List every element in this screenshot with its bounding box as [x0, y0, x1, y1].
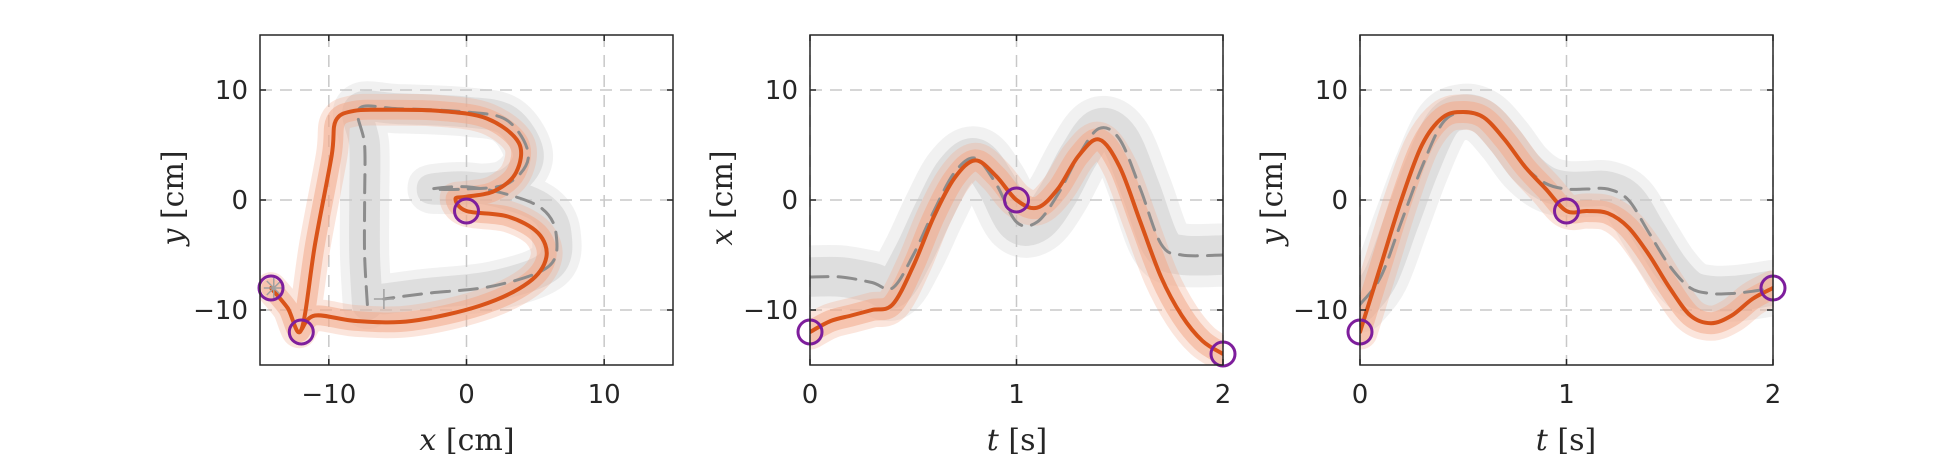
panel-3-demo-line: [1360, 110, 1773, 306]
panel-1: −10 0 10 −10 0 10 x [cm] y [cm]: [156, 34, 674, 458]
panel-1-ytick-label: 10: [215, 76, 248, 106]
panel-2-yvar: x: [705, 229, 740, 246]
panel-2-xunit: [s]: [1008, 423, 1047, 458]
panel-2-ytick-label: 10: [765, 76, 798, 106]
panel-2-xvar: t: [987, 423, 1000, 458]
panel-1-ytick-label: 0: [231, 186, 248, 216]
panel-3-ytick-label: 10: [1315, 76, 1348, 106]
panel-1-plot: −10 0 10 −10 0 10: [193, 34, 674, 410]
panel-1-series-group: [260, 81, 582, 349]
panel-1-via-point: [453, 197, 480, 225]
panel-2: 0 1 2 −10 0 10 t [s] x [cm]: [705, 34, 1237, 458]
panel-3-xlabel: t [s]: [1536, 423, 1596, 458]
panel-3-series-group: [1360, 83, 1773, 350]
panel-2-demo-line: [810, 126, 1223, 291]
panel-3: 0 1 2 −10 0 10 t [s] y [cm]: [1255, 34, 1787, 458]
panel-1-plus-marker: [373, 289, 394, 309]
panel-3-xtick-label: 2: [1765, 380, 1782, 410]
panel-1-via-point: [257, 274, 285, 302]
panel-1-yunit: [cm]: [156, 150, 191, 219]
panel-2-series-group: [810, 96, 1223, 365]
panel-2-model-line: [810, 137, 1223, 356]
panel-2-xtick-label: 1: [1008, 380, 1025, 410]
panel-3-xtick-label: 1: [1558, 380, 1575, 410]
panel-1-yvar: y: [156, 228, 191, 248]
panel-2-xtick-label: 2: [1215, 380, 1232, 410]
panel-3-ylabel: y [cm]: [1255, 150, 1290, 247]
panel-2-plot: 0 1 2 −10 0 10: [743, 34, 1237, 410]
panel-2-yunit: [cm]: [705, 150, 740, 219]
panel-3-model-line: [1360, 110, 1773, 334]
panel-3-yunit: [cm]: [1255, 150, 1290, 219]
panel-2-xlabel: t [s]: [987, 423, 1047, 458]
panel-2-via-point: [1003, 186, 1030, 214]
panel-2-ytick-label: 0: [781, 186, 798, 216]
panel-1-demo-line: [356, 104, 559, 306]
panel-1-xtick-label: 0: [458, 380, 475, 410]
panel-1-xtick-label: 10: [588, 380, 621, 410]
panel-3-ytick-label: −10: [1293, 296, 1348, 326]
panel-3-yvar: y: [1255, 228, 1290, 248]
panel-1-star-marker: [263, 278, 284, 298]
panel-1-ylabel: y [cm]: [156, 150, 191, 247]
panel-3-xvar: t: [1536, 423, 1549, 458]
panel-1-xvar: x: [419, 423, 436, 458]
panel-1-xunit: [cm]: [446, 423, 515, 458]
panel-1-via-point: [287, 318, 315, 346]
panel-1-model-line: [269, 107, 549, 335]
panel-3-plot: 0 1 2 −10 0 10: [1293, 34, 1787, 410]
panel-2-ytick-label: −10: [743, 296, 798, 326]
panel-1-ytick-label: −10: [193, 296, 248, 326]
panel-2-xtick-label: 0: [802, 380, 819, 410]
panel-3-via-point: [1553, 197, 1580, 225]
panel-1-xlabel: x [cm]: [419, 423, 514, 458]
panel-3-ytick-label: 0: [1331, 186, 1348, 216]
panel-3-xtick-label: 0: [1352, 380, 1369, 410]
panel-2-ylabel: x [cm]: [705, 150, 740, 245]
panel-1-xtick-label: −10: [301, 380, 356, 410]
panel-3-xunit: [s]: [1557, 423, 1596, 458]
